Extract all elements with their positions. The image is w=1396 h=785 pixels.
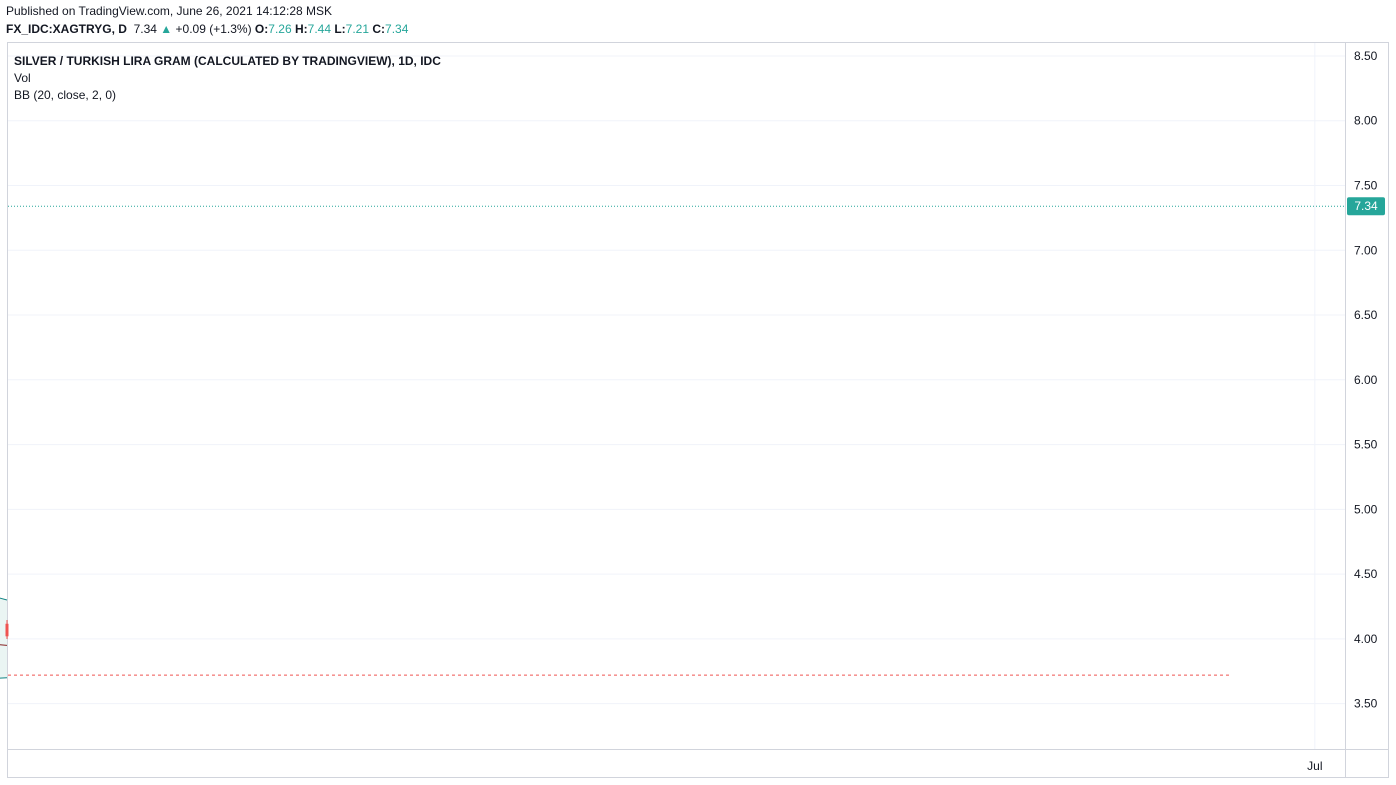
y-tick-label: 8.50 [1354, 49, 1378, 63]
bollinger-bands [0, 597, 8, 679]
change-up-arrow-icon: ▲ [160, 22, 173, 36]
symbol-name: FX_IDC:XAGTRYG, D [6, 22, 127, 36]
legend-title: SILVER / TURKISH LIRA GRAM (CALCULATED B… [14, 54, 441, 68]
legend-volume[interactable]: Vol [14, 71, 31, 85]
horizontal-lines [8, 205, 1345, 676]
y-tick-label: 8.00 [1354, 114, 1378, 128]
y-tick-label: 4.00 [1354, 632, 1378, 646]
last-price-badge [1347, 197, 1385, 216]
symbol-quote-line: FX_IDC:XAGTRYG, D 7.34 ▲ +0.09 (+1.3%) O… [6, 22, 408, 36]
chart-legend: SILVER / TURKISH LIRA GRAM (CALCULATED B… [14, 53, 441, 104]
time-axis[interactable]: AugSepOctNovDec2021FebMarAprMayJunJul [0, 759, 1323, 773]
legend-bollinger[interactable]: BB (20, close, 2, 0) [14, 88, 117, 102]
last-price-text: 7.34 [1354, 199, 1378, 213]
price-change: +0.09 (+1.3%) [175, 22, 252, 36]
low-value: 7.21 [345, 22, 370, 36]
grid-lines [8, 43, 1345, 749]
published-note: Published on TradingView.com, June 26, 2… [6, 4, 332, 18]
candle-body [5, 623, 9, 637]
y-tick-label: 4.50 [1354, 567, 1378, 581]
bollinger-basis [0, 644, 8, 646]
y-tick-label: 7.00 [1354, 243, 1378, 257]
bollinger-fill [0, 598, 7, 679]
price-axis[interactable]: 8.50 8.00 7.50 7.00 6.50 6.00 5.50 5.00 4.50 4.00… [1354, 49, 1378, 711]
y-tick-label: 5.50 [1354, 438, 1378, 452]
close-value: 7.34 [385, 22, 409, 36]
x-tick-label: Jul [1307, 759, 1322, 773]
last-price-label: 7.34 [1347, 197, 1385, 216]
open-label: O: [254, 22, 269, 36]
close-label: C: [372, 22, 386, 36]
y-tick-label: 6.50 [1354, 308, 1378, 322]
low-label: L: [334, 22, 346, 36]
candlestick-series [5, 620, 9, 640]
chart-frame [7, 42, 1389, 778]
y-tick-label: 3.50 [1354, 697, 1378, 711]
last-price: 7.34 [133, 22, 157, 36]
high-value: 7.44 [307, 22, 331, 36]
open-value: 7.26 [268, 22, 292, 36]
y-tick-label: 5.00 [1354, 502, 1378, 516]
y-tick-label: 6.00 [1354, 373, 1378, 387]
high-label: H: [294, 22, 308, 36]
bollinger-upper [0, 597, 8, 601]
y-tick-label: 7.50 [1354, 178, 1378, 192]
